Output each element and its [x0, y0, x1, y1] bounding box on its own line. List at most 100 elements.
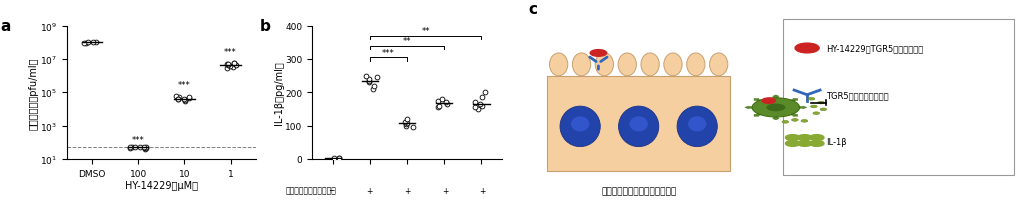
Circle shape: [766, 104, 785, 112]
Point: [398, 118, 415, 121]
Point: [406, 126, 422, 129]
Point: [219, 63, 236, 66]
Point: [180, 95, 197, 99]
Ellipse shape: [687, 54, 705, 76]
Circle shape: [762, 99, 775, 104]
Ellipse shape: [677, 107, 717, 147]
Text: c: c: [528, 2, 537, 17]
Ellipse shape: [618, 54, 636, 76]
Circle shape: [782, 121, 788, 124]
Point: [467, 101, 483, 104]
Text: a: a: [0, 19, 10, 33]
Point: [474, 96, 490, 99]
Circle shape: [785, 141, 800, 147]
Point: [76, 42, 92, 45]
Ellipse shape: [630, 117, 648, 132]
Point: [360, 78, 377, 81]
Text: DMSO: DMSO: [286, 203, 309, 204]
Text: **: **: [402, 37, 412, 46]
Circle shape: [810, 135, 824, 141]
Point: [219, 64, 236, 68]
Point: [467, 106, 483, 109]
Point: [219, 63, 236, 66]
Point: [168, 95, 184, 98]
FancyArrow shape: [754, 99, 763, 103]
FancyArrow shape: [754, 113, 763, 117]
FancyBboxPatch shape: [547, 76, 730, 171]
FancyArrow shape: [772, 95, 779, 100]
Circle shape: [785, 135, 800, 141]
Text: HY-14229（TGR5アゴニスト）: HY-14229（TGR5アゴニスト）: [826, 44, 924, 53]
Point: [366, 84, 382, 88]
Point: [80, 41, 96, 44]
Point: [84, 41, 100, 44]
Point: [122, 146, 138, 150]
Point: [180, 97, 197, 100]
Point: [177, 99, 194, 102]
Point: [469, 108, 485, 111]
FancyArrow shape: [788, 113, 798, 117]
Text: +: +: [366, 203, 373, 204]
Ellipse shape: [641, 54, 659, 76]
Point: [430, 104, 446, 108]
FancyArrow shape: [772, 116, 779, 120]
Circle shape: [801, 120, 808, 123]
Ellipse shape: [595, 54, 613, 76]
Text: −: −: [328, 186, 335, 195]
Point: [439, 103, 456, 106]
Point: [225, 62, 242, 65]
Circle shape: [798, 135, 812, 141]
Point: [170, 98, 186, 101]
Point: [126, 146, 142, 149]
FancyBboxPatch shape: [783, 20, 1014, 175]
Point: [360, 81, 377, 84]
Circle shape: [813, 112, 819, 115]
Text: +: +: [441, 186, 449, 195]
FancyArrow shape: [788, 99, 798, 103]
Point: [88, 41, 104, 45]
Text: インフルエンザウイルス: インフルエンザウイルス: [286, 186, 337, 195]
Point: [176, 100, 193, 104]
Point: [225, 66, 242, 69]
Point: [398, 123, 415, 126]
Point: [176, 98, 193, 101]
Point: [366, 88, 382, 91]
Text: −: −: [403, 203, 411, 204]
Circle shape: [810, 141, 824, 147]
Ellipse shape: [550, 54, 567, 76]
Ellipse shape: [560, 107, 600, 147]
Y-axis label: IL-1β（pg/ml）: IL-1β（pg/ml）: [274, 61, 284, 124]
Text: +: +: [403, 186, 411, 195]
Circle shape: [752, 98, 800, 118]
Point: [473, 104, 489, 108]
Point: [219, 67, 236, 70]
Circle shape: [808, 98, 815, 101]
Point: [222, 65, 239, 68]
FancyArrow shape: [796, 106, 807, 109]
Point: [331, 156, 347, 160]
Point: [438, 101, 455, 104]
Point: [226, 62, 243, 66]
Point: [361, 80, 378, 83]
Circle shape: [820, 109, 826, 111]
Circle shape: [590, 50, 606, 57]
Circle shape: [792, 119, 798, 122]
Point: [136, 147, 153, 150]
Circle shape: [795, 44, 819, 54]
X-axis label: HY-14229（μM）: HY-14229（μM）: [125, 181, 198, 191]
Point: [477, 91, 494, 94]
Text: ***: ***: [224, 48, 237, 57]
Circle shape: [811, 105, 817, 108]
Text: ***: ***: [132, 136, 144, 145]
Point: [170, 98, 186, 101]
Text: ウイルス増殖と炎症反応を抑制: ウイルス増殖と炎症反応を抑制: [601, 186, 676, 195]
Point: [398, 122, 415, 125]
Text: ***: ***: [178, 81, 190, 90]
Point: [124, 146, 140, 149]
Text: **: **: [421, 27, 430, 36]
Ellipse shape: [571, 117, 589, 132]
Ellipse shape: [710, 54, 728, 76]
Point: [227, 64, 244, 67]
Text: TGR5（胆汁酸受容体）: TGR5（胆汁酸受容体）: [826, 91, 889, 100]
Text: −: −: [441, 203, 449, 204]
